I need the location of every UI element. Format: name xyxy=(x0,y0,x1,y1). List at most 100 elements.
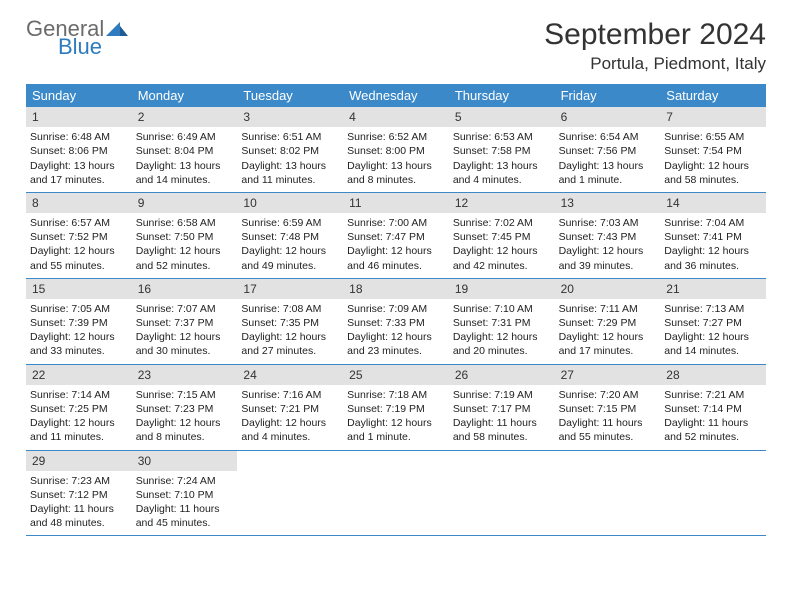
sunrise-line: Sunrise: 7:11 AM xyxy=(559,302,657,316)
sunset-line: Sunset: 7:52 PM xyxy=(30,230,128,244)
calendar-day: 21Sunrise: 7:13 AMSunset: 7:27 PMDayligh… xyxy=(660,279,766,364)
daylight-line: Daylight: 11 hours and 58 minutes. xyxy=(453,416,551,444)
sunrise-line: Sunrise: 7:03 AM xyxy=(559,216,657,230)
day-number: 1 xyxy=(26,107,132,127)
day-number: 16 xyxy=(132,279,238,299)
calendar-day: 15Sunrise: 7:05 AMSunset: 7:39 PMDayligh… xyxy=(26,279,132,364)
sunrise-line: Sunrise: 7:18 AM xyxy=(347,388,445,402)
calendar-day: 3 Sunrise: 6:51 AMSunset: 8:02 PMDaylight… xyxy=(237,107,343,192)
sunset-line: Sunset: 7:19 PM xyxy=(347,402,445,416)
sunrise-line: Sunrise: 7:00 AM xyxy=(347,216,445,230)
daylight-line: Daylight: 12 hours and 14 minutes. xyxy=(664,330,762,358)
calendar-day: 17Sunrise: 7:08 AMSunset: 7:35 PMDayligh… xyxy=(237,279,343,364)
day-number: 10 xyxy=(237,193,343,213)
day-number: 11 xyxy=(343,193,449,213)
sunrise-line: Sunrise: 7:10 AM xyxy=(453,302,551,316)
sunset-line: Sunset: 7:50 PM xyxy=(136,230,234,244)
day-number: 19 xyxy=(449,279,555,299)
daylight-line: Daylight: 12 hours and 55 minutes. xyxy=(30,244,128,272)
calendar-day: 1Sunrise: 6:48 AMSunset: 8:06 PMDaylight… xyxy=(26,107,132,192)
day-number: 9 xyxy=(132,193,238,213)
daylight-line: Daylight: 12 hours and 30 minutes. xyxy=(136,330,234,358)
sunrise-line: Sunrise: 7:02 AM xyxy=(453,216,551,230)
daylight-line: Daylight: 12 hours and 17 minutes. xyxy=(559,330,657,358)
sunset-line: Sunset: 7:56 PM xyxy=(559,144,657,158)
daylight-line: Daylight: 12 hours and 49 minutes. xyxy=(241,244,339,272)
weekday-header: Thursday xyxy=(449,84,555,107)
sunset-line: Sunset: 7:12 PM xyxy=(30,488,128,502)
sunset-line: Sunset: 7:47 PM xyxy=(347,230,445,244)
calendar-week: 8Sunrise: 6:57 AMSunset: 7:52 PMDaylight… xyxy=(26,193,766,279)
day-number: 6 xyxy=(555,107,661,127)
calendar-day: 26Sunrise: 7:19 AMSunset: 7:17 PMDayligh… xyxy=(449,365,555,450)
day-number: 23 xyxy=(132,365,238,385)
calendar-day: 24Sunrise: 7:16 AMSunset: 7:21 PMDayligh… xyxy=(237,365,343,450)
calendar-day: . xyxy=(237,451,343,536)
sunrise-line: Sunrise: 7:04 AM xyxy=(664,216,762,230)
weekday-header: Wednesday xyxy=(343,84,449,107)
day-number: 15 xyxy=(26,279,132,299)
calendar-day: . xyxy=(555,451,661,536)
daylight-line: Daylight: 12 hours and 11 minutes. xyxy=(30,416,128,444)
calendar-day: 27Sunrise: 7:20 AMSunset: 7:15 PMDayligh… xyxy=(555,365,661,450)
daylight-line: Daylight: 11 hours and 52 minutes. xyxy=(664,416,762,444)
day-number: 12 xyxy=(449,193,555,213)
calendar-day: 8Sunrise: 6:57 AMSunset: 7:52 PMDaylight… xyxy=(26,193,132,278)
sunrise-line: Sunrise: 7:23 AM xyxy=(30,474,128,488)
sunrise-line: Sunrise: 6:55 AM xyxy=(664,130,762,144)
sunset-line: Sunset: 7:43 PM xyxy=(559,230,657,244)
daylight-line: Daylight: 12 hours and 8 minutes. xyxy=(136,416,234,444)
day-number: 14 xyxy=(660,193,766,213)
calendar-day: 18Sunrise: 7:09 AMSunset: 7:33 PMDayligh… xyxy=(343,279,449,364)
day-number: 3 xyxy=(237,107,343,127)
sunset-line: Sunset: 7:17 PM xyxy=(453,402,551,416)
sunrise-line: Sunrise: 7:09 AM xyxy=(347,302,445,316)
calendar-day: 29Sunrise: 7:23 AMSunset: 7:12 PMDayligh… xyxy=(26,451,132,536)
calendar-day: . xyxy=(660,451,766,536)
sunrise-line: Sunrise: 7:13 AM xyxy=(664,302,762,316)
daylight-line: Daylight: 12 hours and 23 minutes. xyxy=(347,330,445,358)
sunset-line: Sunset: 7:35 PM xyxy=(241,316,339,330)
calendar-day: . xyxy=(343,451,449,536)
sunset-line: Sunset: 7:25 PM xyxy=(30,402,128,416)
calendar-day: 11Sunrise: 7:00 AMSunset: 7:47 PMDayligh… xyxy=(343,193,449,278)
calendar-day: 16Sunrise: 7:07 AMSunset: 7:37 PMDayligh… xyxy=(132,279,238,364)
calendar-day: 4Sunrise: 6:52 AMSunset: 8:00 PMDaylight… xyxy=(343,107,449,192)
sunset-line: Sunset: 8:02 PM xyxy=(241,144,339,158)
weeks-container: 1Sunrise: 6:48 AMSunset: 8:06 PMDaylight… xyxy=(26,107,766,536)
calendar-day: 6Sunrise: 6:54 AMSunset: 7:56 PMDaylight… xyxy=(555,107,661,192)
daylight-line: Daylight: 12 hours and 52 minutes. xyxy=(136,244,234,272)
calendar-day: 2Sunrise: 6:49 AMSunset: 8:04 PMDaylight… xyxy=(132,107,238,192)
sunset-line: Sunset: 7:58 PM xyxy=(453,144,551,158)
weekday-header: Friday xyxy=(555,84,661,107)
month-title: September 2024 xyxy=(544,18,766,52)
day-number: 4 xyxy=(343,107,449,127)
weekday-header: Sunday xyxy=(26,84,132,107)
daylight-line: Daylight: 11 hours and 48 minutes. xyxy=(30,502,128,530)
daylight-line: Daylight: 12 hours and 58 minutes. xyxy=(664,159,762,187)
daylight-line: Daylight: 13 hours and 11 minutes. xyxy=(241,159,339,187)
sunrise-line: Sunrise: 6:59 AM xyxy=(241,216,339,230)
sunrise-line: Sunrise: 7:14 AM xyxy=(30,388,128,402)
daylight-line: Daylight: 11 hours and 55 minutes. xyxy=(559,416,657,444)
daylight-line: Daylight: 12 hours and 42 minutes. xyxy=(453,244,551,272)
daylight-line: Daylight: 13 hours and 4 minutes. xyxy=(453,159,551,187)
calendar-day: 25Sunrise: 7:18 AMSunset: 7:19 PMDayligh… xyxy=(343,365,449,450)
day-number: 20 xyxy=(555,279,661,299)
calendar-day: 28Sunrise: 7:21 AMSunset: 7:14 PMDayligh… xyxy=(660,365,766,450)
day-number: 5 xyxy=(449,107,555,127)
daylight-line: Daylight: 11 hours and 45 minutes. xyxy=(136,502,234,530)
page-header: General Blue September 2024 Portula, Pie… xyxy=(26,18,766,74)
calendar-day: 22Sunrise: 7:14 AMSunset: 7:25 PMDayligh… xyxy=(26,365,132,450)
sunrise-line: Sunrise: 6:51 AM xyxy=(241,130,339,144)
sunset-line: Sunset: 8:04 PM xyxy=(136,144,234,158)
sunset-line: Sunset: 7:15 PM xyxy=(559,402,657,416)
daylight-line: Daylight: 12 hours and 27 minutes. xyxy=(241,330,339,358)
day-number: 24 xyxy=(237,365,343,385)
weekday-header-row: SundayMondayTuesdayWednesdayThursdayFrid… xyxy=(26,84,766,107)
calendar-grid: SundayMondayTuesdayWednesdayThursdayFrid… xyxy=(26,84,766,536)
day-number: 30 xyxy=(132,451,238,471)
sunset-line: Sunset: 7:39 PM xyxy=(30,316,128,330)
daylight-line: Daylight: 13 hours and 1 minute. xyxy=(559,159,657,187)
daylight-line: Daylight: 12 hours and 33 minutes. xyxy=(30,330,128,358)
